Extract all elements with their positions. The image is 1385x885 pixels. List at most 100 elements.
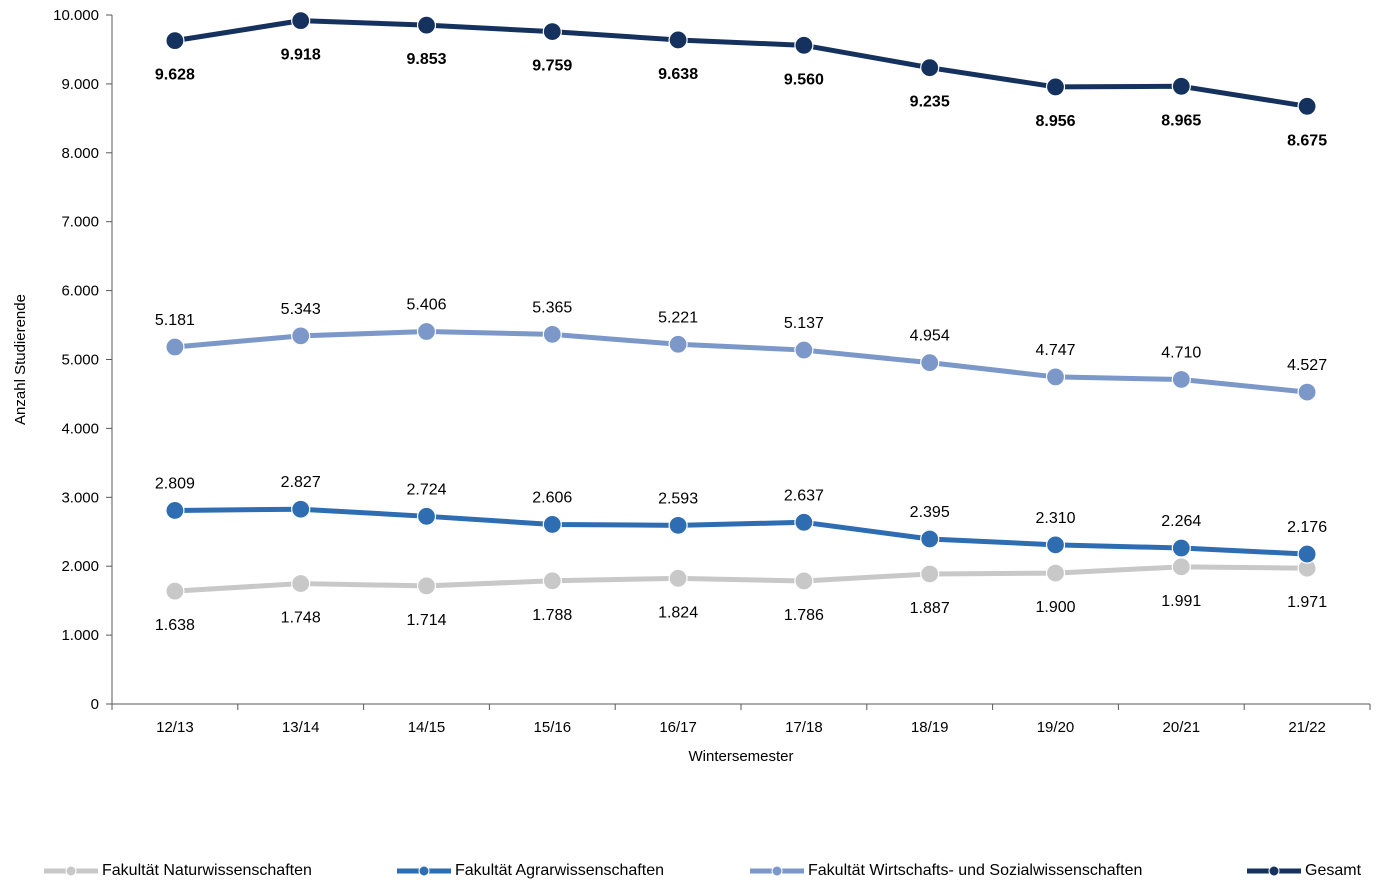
x-tick-label: 20/21 [1163,719,1201,736]
legend-item: Gesamt [1245,858,1361,884]
data-point [416,576,437,596]
data-label: 4.954 [910,328,950,345]
data-label: 1.991 [1161,593,1201,610]
data-label: 8.956 [1035,113,1075,130]
y-tick-label: 3.000 [61,489,99,506]
data-label: 4.747 [1035,342,1075,359]
legend-swatch-icon [750,865,804,877]
data-point [1171,557,1191,577]
series-line [172,18,1310,109]
y-tick-label: 9.000 [61,76,99,93]
data-label: 5.221 [658,309,698,326]
data-point [542,324,562,344]
legend-swatch-icon [1247,865,1301,877]
series-3: 5.181 5.343 5.406 5.365 5.221 5.137 4.954 4.747… [155,297,1327,402]
y-tick-label: 8.000 [61,145,99,162]
data-point [542,22,562,42]
data-point [794,340,814,360]
series-4: 9.628 9.918 9.853 9.759 9.638 9.560 9.235 8.956… [155,11,1327,149]
x-axis-label: Wintersemester [688,748,793,765]
data-point [291,11,311,31]
y-tick-label: 0 [91,696,99,713]
data-label: 9.638 [658,66,698,83]
legend-item: Fakultät Agrarwissenschaften [395,858,664,884]
data-label: 5.365 [532,299,572,316]
data-point [1045,535,1066,555]
y-tick-label: 4.000 [61,420,99,437]
x-tick-label: 14/15 [408,719,446,736]
data-point [794,512,814,532]
legend-label: Gesamt [1305,862,1362,879]
data-point [1297,96,1317,116]
data-point [1045,77,1066,97]
data-label: 2.176 [1287,519,1327,536]
legend-item: Fakultät Naturwissenschaften [42,858,312,884]
data-point [416,321,437,342]
chart-legend: Fakultät Naturwissenschaften Fakultät Agr… [0,858,1385,884]
legend-label: Fakultät Wirtschafts- und Sozialwissensc… [808,862,1143,879]
y-tick-label: 5.000 [61,352,99,369]
data-label: 9.560 [784,71,824,88]
y-tick-label: 7.000 [61,214,99,231]
data-label: 9.628 [155,67,195,84]
data-point [291,573,311,594]
data-label: 4.710 [1161,344,1201,361]
legend-label: Fakultät Naturwissenschaften [102,862,312,879]
data-label: 2.637 [784,487,824,504]
y-tick-label: 1.000 [61,627,99,644]
data-label: 2.606 [532,489,572,506]
data-point [416,15,437,35]
data-point [668,334,688,354]
data-point [291,499,311,519]
data-label: 5.181 [155,312,195,329]
data-point [1045,367,1066,387]
data-label: 1.900 [1035,599,1075,616]
data-label: 2.593 [658,490,698,507]
data-label: 9.235 [910,94,950,111]
data-point [1171,76,1191,96]
x-tick-label: 19/20 [1037,719,1075,736]
data-label: 1.748 [281,610,321,627]
data-point [1297,544,1317,564]
data-point [920,58,940,78]
series-line [172,506,1310,557]
x-tick-label: 13/14 [282,719,320,736]
data-label: 8.675 [1287,132,1327,149]
legend-swatch-icon [44,865,98,877]
data-label: 1.714 [406,612,446,629]
data-label: 1.971 [1287,594,1327,611]
data-point [1045,563,1066,583]
data-label: 9.853 [406,51,446,68]
x-tick-label: 12/13 [156,719,194,736]
data-point [920,529,940,549]
y-tick-label: 10.000 [53,7,99,24]
series-line [172,329,1310,395]
data-label: 1.788 [532,607,572,624]
data-point [165,337,185,357]
data-point [794,571,814,591]
legend-swatch-icon [397,865,451,877]
data-label: 1.824 [658,604,698,621]
data-label: 2.264 [1161,513,1201,530]
series-2: 2.809 2.827 2.724 2.606 2.593 2.637 2.395 2.310… [155,474,1327,564]
data-label: 5.137 [784,315,824,332]
legend-label: Fakultät Agrarwissenschaften [455,862,664,879]
data-point [542,571,562,591]
data-point [668,515,688,535]
data-label: 2.724 [406,481,446,498]
data-point [165,500,185,521]
x-tick-label: 18/19 [911,719,949,736]
chart-axes: 0 1.000 2.000 3.000 4.000 5.000 6.000 7.000 8.00… [53,7,1371,736]
data-label: 2.827 [281,474,321,491]
data-point [165,581,185,601]
data-point [920,564,940,584]
data-point [1171,538,1191,558]
data-label: 2.395 [910,504,950,521]
y-tick-label: 6.000 [61,283,99,300]
data-label: 1.887 [910,600,950,617]
data-point [668,30,688,50]
data-label: 1.638 [155,617,195,634]
y-tick-label: 2.000 [61,558,99,575]
data-label: 5.406 [406,297,446,314]
data-point [668,568,688,588]
